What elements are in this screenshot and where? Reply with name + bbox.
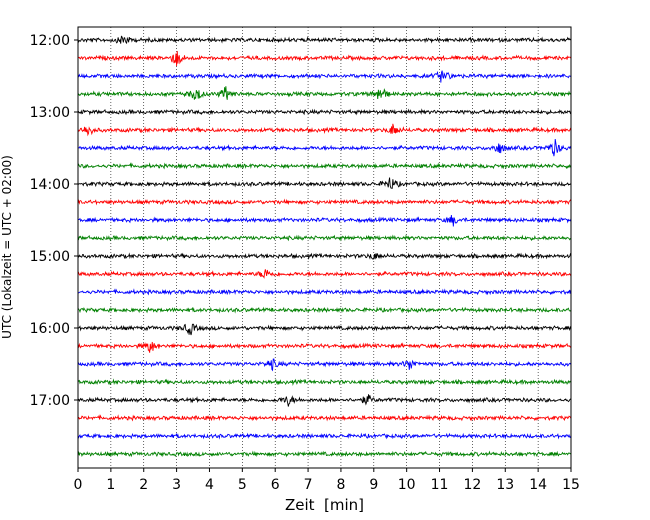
x-tick-label: 5 <box>238 477 247 493</box>
x-tick-label: 15 <box>562 477 580 493</box>
x-tick-label: 12 <box>463 477 481 493</box>
seismic-traces <box>77 35 572 458</box>
x-tick-label: 13 <box>496 477 514 493</box>
trace-1715 <box>77 414 572 422</box>
y-tick-label: 16:00 <box>30 321 70 337</box>
trace-1645 <box>77 378 572 386</box>
trace-1430 <box>77 215 572 227</box>
trace-1400 <box>77 177 572 189</box>
trace-1730 <box>77 432 572 440</box>
trace-1530 <box>77 288 572 296</box>
x-axis-label: Zeit [min] <box>285 496 364 514</box>
x-tick-label: 11 <box>431 477 449 493</box>
y-axis-ticks: 12:00 13:00 14:00 15:00 16:00 17:00 <box>30 33 78 409</box>
x-grid <box>110 27 539 468</box>
trace-1700 <box>77 394 572 407</box>
y-axis-label: UTC (Lokalzeit = UTC + 02:00) <box>0 155 14 339</box>
plot-frame <box>77 26 572 469</box>
trace-1200 <box>77 35 572 45</box>
trace-1545 <box>77 306 572 314</box>
trace-1330 <box>77 138 572 157</box>
x-tick-label: 4 <box>205 477 214 493</box>
y-tick-label: 15:00 <box>30 249 70 265</box>
trace-1515 <box>77 269 572 279</box>
x-tick-label: 1 <box>106 477 115 493</box>
x-tick-label: 2 <box>139 477 148 493</box>
trace-1600 <box>77 323 572 336</box>
x-tick-label: 0 <box>74 477 83 493</box>
trace-1500 <box>77 252 572 260</box>
x-tick-label: 10 <box>398 477 416 493</box>
x-tick-label: 14 <box>529 477 547 493</box>
y-tick-label: 13:00 <box>30 105 70 121</box>
x-tick-label: 7 <box>304 477 313 493</box>
x-tick-label: 8 <box>336 477 345 493</box>
trace-1230 <box>77 70 572 83</box>
x-tick-label: 3 <box>172 477 181 493</box>
trace-1445 <box>77 234 572 242</box>
y-tick-label: 14:00 <box>30 177 70 193</box>
trace-1745 <box>77 450 572 458</box>
trace-1630 <box>77 358 572 372</box>
x-tick-label: 9 <box>369 477 378 493</box>
x-axis-ticks: 0 1 2 3 4 5 6 7 8 9 10 11 12 13 14 15 <box>74 468 580 493</box>
trace-1415 <box>77 198 572 206</box>
trace-1345 <box>77 162 572 170</box>
y-tick-label: 17:00 <box>30 393 70 409</box>
trace-1615 <box>77 341 572 353</box>
y-tick-label: 12:00 <box>30 33 70 49</box>
trace-1300 <box>77 108 572 116</box>
trace-1315 <box>77 123 572 137</box>
x-tick-label: 6 <box>271 477 280 493</box>
trace-1215 <box>77 50 572 67</box>
trace-1245 <box>77 86 572 100</box>
